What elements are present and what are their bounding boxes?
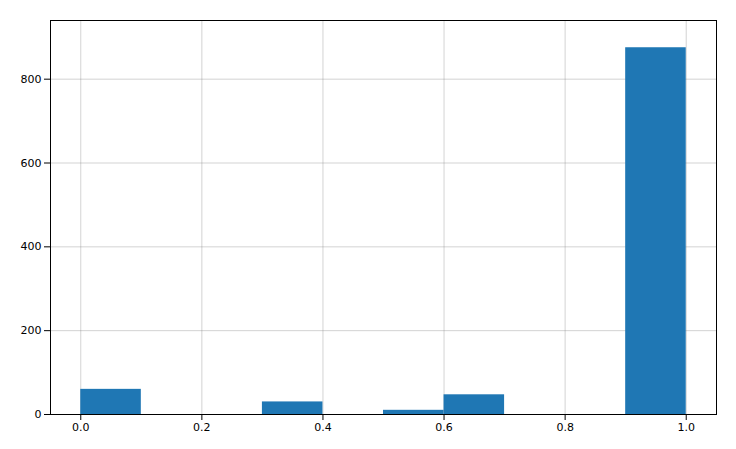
svg-text:600: 600 <box>21 157 42 170</box>
svg-text:800: 800 <box>21 73 42 86</box>
svg-text:200: 200 <box>21 324 42 337</box>
svg-text:0.0: 0.0 <box>72 421 90 434</box>
svg-text:0.8: 0.8 <box>556 421 574 434</box>
svg-text:0.2: 0.2 <box>193 421 211 434</box>
svg-text:0.4: 0.4 <box>314 421 332 434</box>
svg-text:400: 400 <box>21 240 42 253</box>
svg-text:1.0: 1.0 <box>677 421 695 434</box>
svg-text:0.6: 0.6 <box>435 421 453 434</box>
svg-text:0: 0 <box>35 408 42 421</box>
